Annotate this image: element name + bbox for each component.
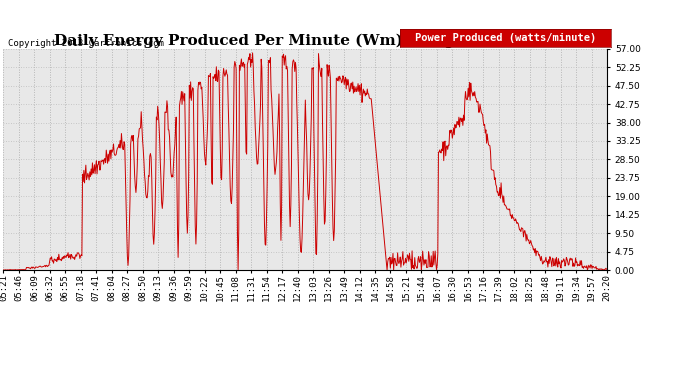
Text: Copyright 2013 Cartronics.com: Copyright 2013 Cartronics.com [8, 39, 164, 48]
Title: Daily Energy Produced Per Minute (Wm) Thu Jun 27 20:39: Daily Energy Produced Per Minute (Wm) Th… [55, 33, 556, 48]
Text: Power Produced (watts/minute): Power Produced (watts/minute) [415, 33, 596, 43]
